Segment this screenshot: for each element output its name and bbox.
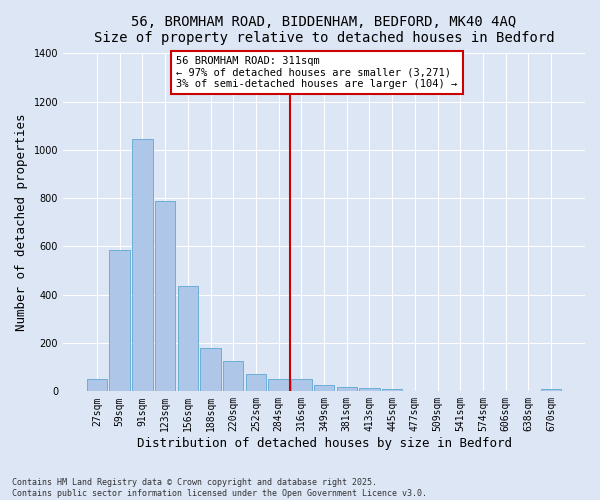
Bar bbox=[337, 386, 357, 392]
Bar bbox=[314, 386, 334, 392]
Bar bbox=[178, 286, 198, 392]
Bar bbox=[155, 200, 175, 392]
Bar bbox=[382, 389, 403, 392]
Bar bbox=[200, 348, 221, 392]
Text: Contains HM Land Registry data © Crown copyright and database right 2025.
Contai: Contains HM Land Registry data © Crown c… bbox=[12, 478, 427, 498]
Bar bbox=[245, 374, 266, 392]
Bar bbox=[87, 380, 107, 392]
X-axis label: Distribution of detached houses by size in Bedford: Distribution of detached houses by size … bbox=[137, 437, 512, 450]
Bar bbox=[541, 389, 561, 392]
Text: 56 BROMHAM ROAD: 311sqm
← 97% of detached houses are smaller (3,271)
3% of semi-: 56 BROMHAM ROAD: 311sqm ← 97% of detache… bbox=[176, 56, 458, 89]
Y-axis label: Number of detached properties: Number of detached properties bbox=[15, 114, 28, 331]
Bar bbox=[223, 361, 244, 392]
Bar bbox=[291, 380, 311, 392]
Title: 56, BROMHAM ROAD, BIDDENHAM, BEDFORD, MK40 4AQ
Size of property relative to deta: 56, BROMHAM ROAD, BIDDENHAM, BEDFORD, MK… bbox=[94, 15, 554, 45]
Bar bbox=[268, 380, 289, 392]
Bar bbox=[132, 139, 152, 392]
Bar bbox=[109, 250, 130, 392]
Bar bbox=[359, 388, 380, 392]
